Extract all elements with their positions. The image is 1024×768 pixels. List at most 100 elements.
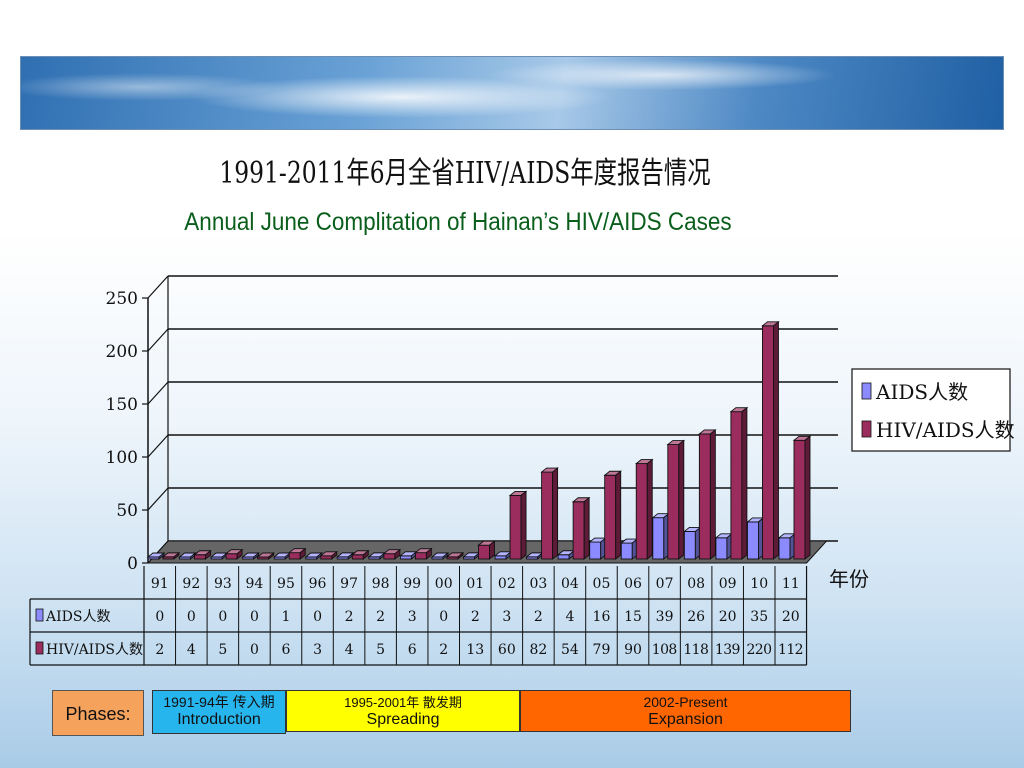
x-tick-label: 05 — [593, 576, 611, 592]
hiv-aids-bar-side — [173, 551, 180, 560]
aids-value-label: 26 — [687, 609, 705, 625]
gridline-depth — [147, 275, 169, 299]
hiv-aids-value-label: 108 — [652, 642, 678, 658]
hiv-aids-bar-side — [583, 496, 590, 560]
aids-value-label: 16 — [593, 609, 611, 625]
aids-row-key — [35, 608, 44, 622]
hiv-aids-bar-side — [709, 428, 716, 560]
aids-value-label: 20 — [719, 609, 737, 625]
aids-bar — [589, 541, 602, 560]
aids-value-label: 0 — [439, 609, 448, 625]
aids-bar — [652, 517, 665, 560]
hiv-aids-value-label: 220 — [746, 642, 772, 658]
hiv-aids-value-label: 5 — [218, 642, 227, 658]
hiv-aids-bar — [478, 544, 490, 560]
hiv-aids-bar-side — [205, 549, 212, 560]
hiv-aids-bar-side — [394, 548, 401, 560]
x-tick-label: 92 — [182, 576, 200, 592]
hiv-aids-bar-side — [520, 490, 527, 560]
x-tick-label: 91 — [151, 576, 169, 592]
legend-label: HIV/AIDS人数 — [876, 418, 1015, 442]
hiv-aids-bar — [194, 554, 207, 560]
hiv-aids-bar — [320, 555, 333, 560]
hiv-aids-bar-side — [489, 540, 495, 560]
hiv-aids-value-label: 79 — [593, 642, 611, 658]
y-tick-label: 0 — [127, 554, 138, 574]
hiv-aids-bar-side — [457, 551, 464, 560]
chart-title-en: Annual June Complitation of Hainan’s HIV… — [184, 208, 732, 236]
x-axis-unit-label: 年份 — [829, 567, 869, 591]
hiv-aids-bar — [383, 553, 396, 560]
aids-bar-side — [253, 552, 260, 560]
hiv-aids-bar — [635, 463, 648, 560]
aids-bar-side — [158, 552, 165, 560]
aids-value-label: 0 — [187, 609, 196, 625]
gridline-depth — [147, 328, 169, 352]
x-tick-label: 07 — [656, 576, 674, 592]
aids-value-label: 2 — [345, 609, 354, 625]
legend-swatch — [861, 382, 872, 400]
aids-value-label: 2 — [534, 609, 543, 625]
legend-label: AIDS人数 — [875, 380, 968, 404]
hiv-aids-row-header: HIV/AIDS人数 — [46, 642, 143, 658]
aids-bar — [778, 537, 791, 560]
hiv-aids-bar-side — [331, 550, 338, 560]
hiv-aids-bar-side — [236, 548, 243, 560]
aids-value-label: 0 — [218, 609, 227, 625]
aids-bar — [620, 542, 633, 560]
hiv-aids-bar-side — [804, 435, 811, 560]
hiv-aids-bar-side — [362, 549, 369, 560]
aids-bar — [399, 555, 412, 560]
x-tick-label: 99 — [403, 576, 421, 592]
y-tick-label: 50 — [116, 501, 138, 521]
aids-value-label: 2 — [471, 609, 480, 625]
legend-swatch — [861, 420, 872, 438]
aids-bar-side — [442, 552, 449, 560]
x-tick-label: 06 — [624, 576, 642, 592]
hiv-aids-bar — [541, 471, 554, 560]
hiv-aids-bar-side — [615, 470, 622, 560]
aids-value-label: 4 — [565, 609, 574, 625]
x-tick-label: 97 — [340, 576, 358, 592]
y-tick-label: 200 — [106, 342, 138, 362]
hiv-aids-bar — [698, 433, 711, 560]
aids-value-label: 3 — [408, 609, 417, 625]
gridline-depth — [147, 487, 169, 511]
aids-bar — [557, 554, 570, 560]
aids-bar — [715, 537, 728, 560]
x-tick-label: 02 — [498, 576, 516, 592]
aids-bar — [747, 521, 759, 560]
x-tick-label: 93 — [214, 576, 232, 592]
x-tick-label: 08 — [687, 576, 705, 592]
hiv-aids-bar — [351, 554, 364, 560]
x-tick-label: 96 — [309, 576, 327, 592]
aids-value-label: 35 — [750, 609, 768, 625]
aids-value-label: 1 — [282, 609, 291, 625]
x-tick-label: 00 — [435, 576, 453, 592]
hiv-aids-bar-side — [741, 406, 748, 560]
hiv-aids-value-label: 3 — [313, 642, 322, 658]
gridline-depth — [147, 381, 169, 405]
hiv-aids-value-label: 6 — [282, 642, 291, 658]
phase-spreading-en: Spreading — [366, 711, 440, 728]
aids-value-label: 2 — [376, 609, 385, 625]
legend-box — [851, 368, 1011, 452]
y-tick-label: 100 — [106, 448, 138, 468]
aids-bar — [494, 555, 507, 560]
hiv-aids-value-label: 2 — [155, 642, 164, 658]
hiv-aids-value-label: 2 — [439, 642, 448, 658]
aids-value-label: 20 — [782, 609, 800, 625]
hiv-aids-bar-side — [299, 547, 306, 560]
x-tick-label: 95 — [277, 576, 295, 592]
phase-introduction-en: Introduction — [177, 711, 261, 728]
x-tick-label: 04 — [561, 576, 579, 592]
phase-spreading: 1995-2001年 散发期 Spreading — [286, 690, 520, 732]
hiv-aids-value-label: 0 — [250, 642, 259, 658]
hiv-aids-bar — [509, 494, 522, 560]
hiv-aids-value-label: 139 — [715, 642, 741, 658]
phase-introduction: 1991-94年 传入期 Introduction — [152, 690, 286, 734]
hiv-aids-row-key — [35, 641, 44, 655]
hiv-aids-bar — [667, 444, 680, 560]
phase-expansion-cn: 2002-Present — [643, 694, 728, 710]
hiv-aids-bar-side — [552, 467, 559, 560]
